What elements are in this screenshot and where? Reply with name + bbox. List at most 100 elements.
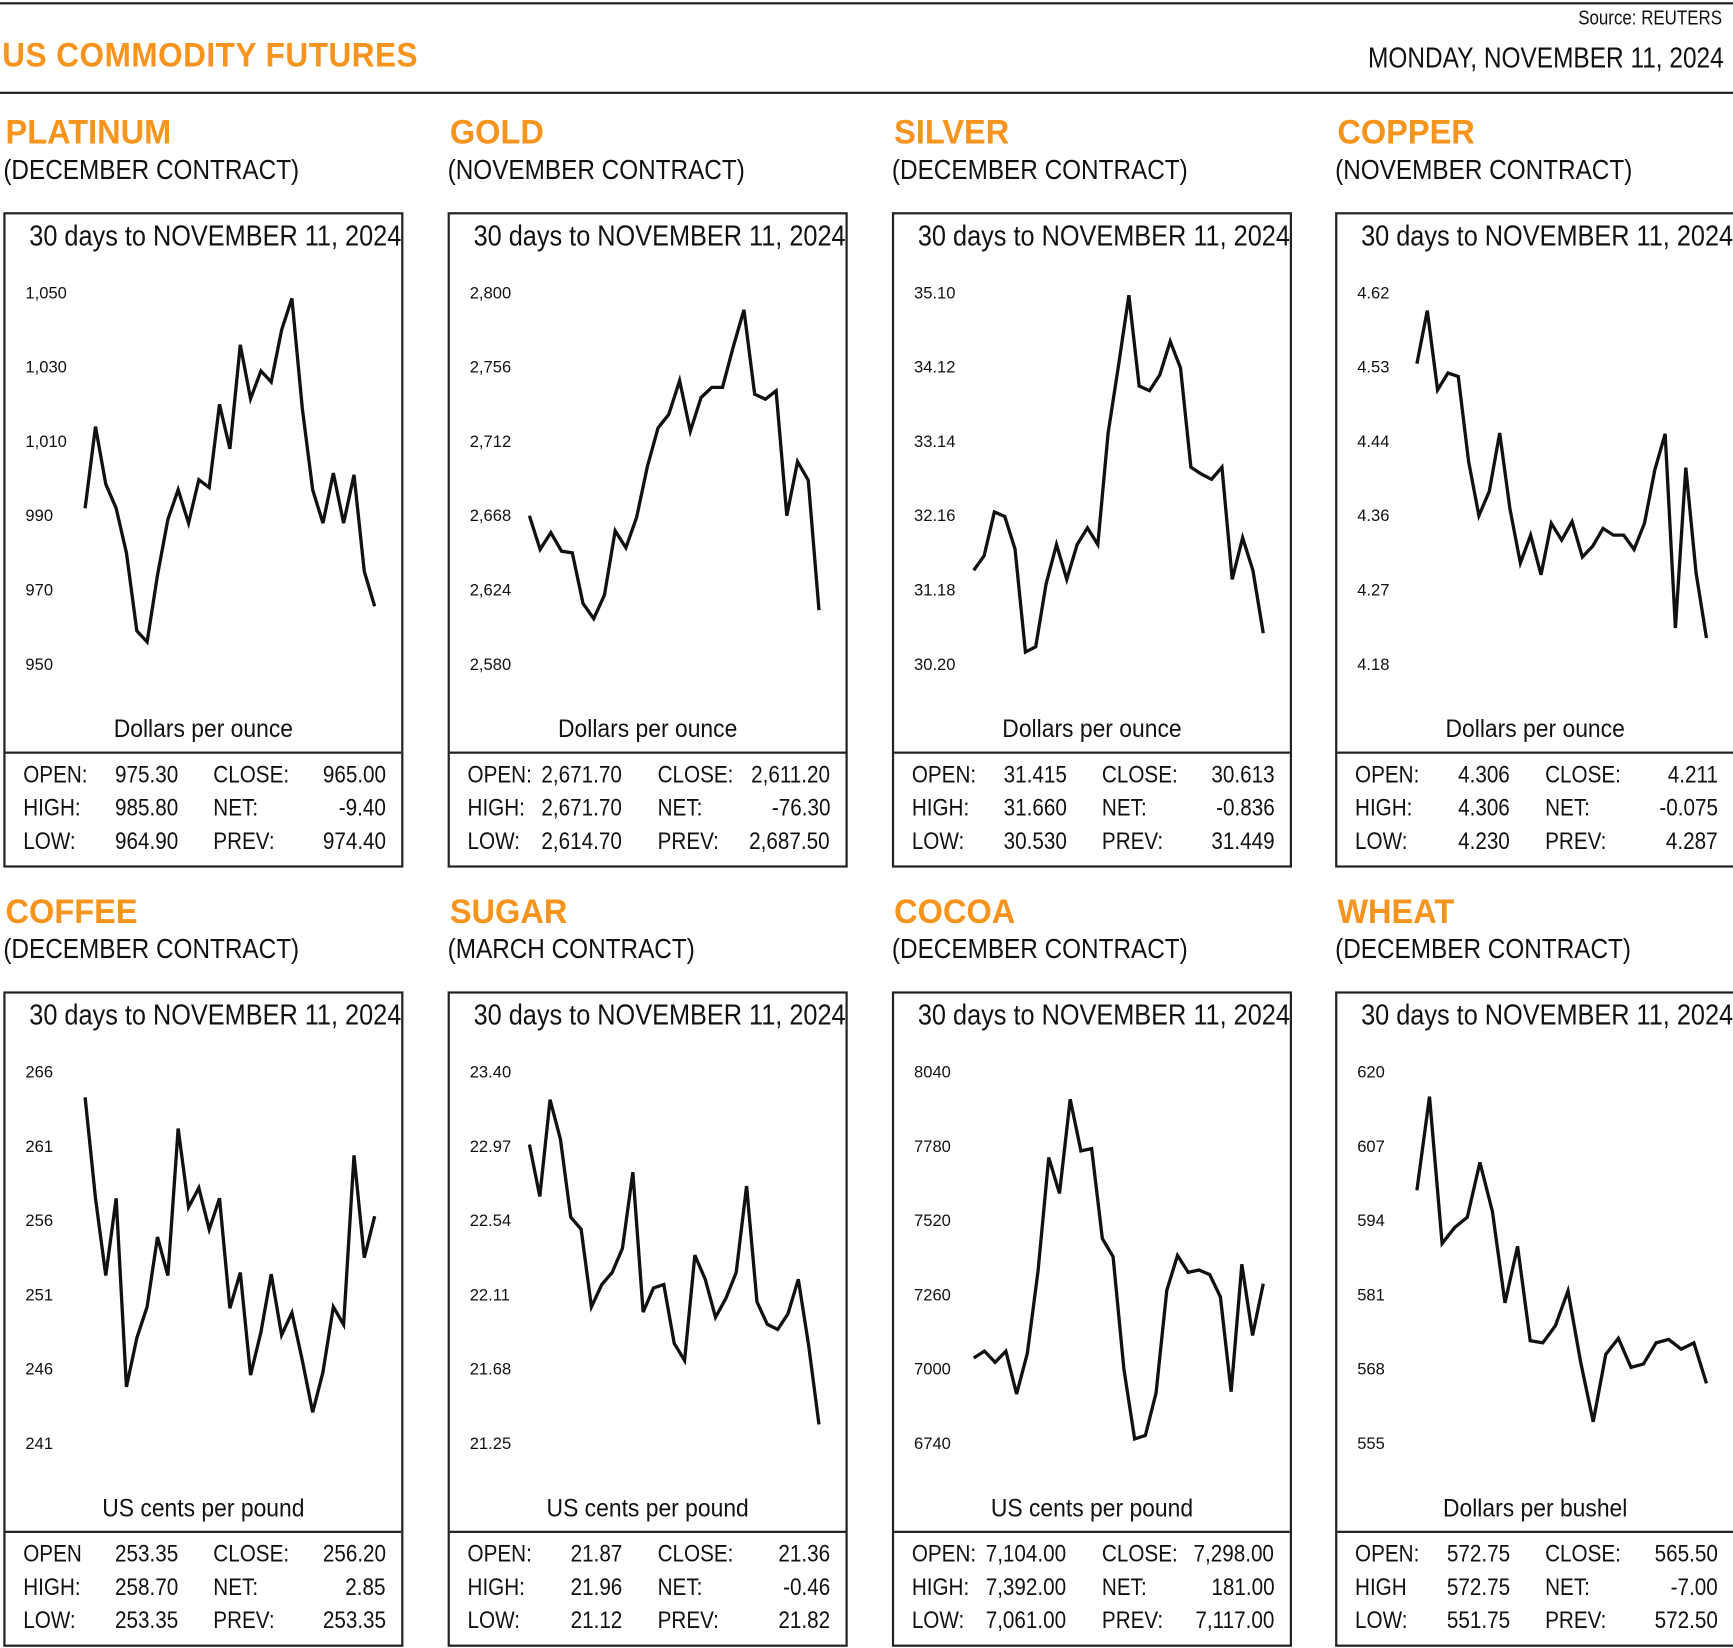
stat-label: OPEN:	[23, 760, 88, 789]
unit-label: Dollars per ounce	[113, 713, 294, 743]
chart-title: 30 days to NOVEMBER 11, 2024	[29, 218, 402, 252]
commodity-name: COCOA	[894, 891, 1016, 931]
contract-label: (NOVEMBER CONTRACT)	[1335, 154, 1633, 186]
unit-label: Dollars per ounce	[558, 713, 738, 743]
source-credit: Source: REUTERS	[1578, 6, 1722, 29]
y-tick-label: 1,010	[25, 432, 66, 451]
date-label: MONDAY, NOVEMBER 11, 2024	[1368, 40, 1725, 75]
y-tick-label: 2,800	[470, 283, 511, 302]
stat-label: PREV:	[657, 826, 719, 855]
stat-value: 2,687.50	[749, 826, 831, 855]
y-tick-label: 568	[1357, 1360, 1385, 1379]
stat-label: PREV:	[1101, 1605, 1164, 1634]
stat-value: 551.75	[1446, 1605, 1510, 1634]
stat-label: OPEN	[23, 1539, 82, 1568]
chart-title: 30 days to NOVEMBER 11, 2024	[473, 218, 846, 252]
y-tick-label: 990	[25, 506, 53, 525]
stat-label: LOW:	[23, 1605, 76, 1634]
unit-label: US cents per pound	[546, 1493, 749, 1522]
stat-label: HIGH:	[1355, 793, 1413, 822]
stat-value: 7,061.00	[986, 1605, 1067, 1634]
stat-value: 572.75	[1446, 1539, 1510, 1568]
stat-value: 253.35	[114, 1605, 178, 1634]
stat-label: NET:	[1101, 1572, 1147, 1601]
stat-label: OPEN:	[467, 760, 532, 789]
stat-value: 30.530	[1003, 826, 1067, 855]
price-line	[527, 1099, 821, 1425]
stat-value: 7,117.00	[1195, 1605, 1275, 1634]
stat-label: LOW:	[1355, 826, 1408, 855]
y-tick-label: 620	[1357, 1063, 1385, 1082]
y-tick-label: 581	[1357, 1285, 1385, 1304]
stat-label: NET:	[657, 1572, 703, 1601]
stat-label: CLOSE:	[657, 1539, 734, 1568]
stats-divider	[449, 1530, 846, 1533]
stat-value: 31.449	[1211, 826, 1275, 855]
stats-table: OPEN: 2,671.70 HIGH: 2,671.70 LOW: 2,614.70 CL…	[450, 756, 846, 861]
contract-label: (DECEMBER CONTRACT)	[891, 933, 1188, 965]
chart-box: 30 days to NOVEMBER 11, 2024 8040 7780 7520…	[891, 991, 1293, 1647]
stat-value: -0.836	[1215, 793, 1275, 822]
stat-label: CLOSE:	[213, 760, 290, 789]
stat-label: PREV:	[213, 1605, 275, 1634]
y-tick-label: 4.44	[1357, 432, 1389, 451]
y-tick-label: 2,580	[470, 655, 511, 674]
stat-label: NET:	[213, 1572, 259, 1601]
stat-label: CLOSE:	[1545, 760, 1621, 789]
price-line	[972, 1098, 1265, 1442]
stat-label: LOW:	[1355, 1605, 1408, 1634]
stat-label: OPEN:	[1355, 760, 1420, 789]
y-tick-label: 32.16	[914, 506, 955, 525]
stat-label: OPEN:	[1355, 1539, 1420, 1568]
stat-value: 964.90	[114, 826, 178, 855]
top-rule	[0, 2, 1733, 5]
stat-value: 21.12	[570, 1605, 623, 1634]
stat-value: 2,614.70	[541, 826, 623, 855]
commodity-name: PLATINUM	[5, 112, 172, 152]
stat-label: HIGH:	[467, 1572, 525, 1601]
y-tick-label: 246	[25, 1360, 53, 1379]
price-chart: 266 261 256 251 246 241	[25, 1063, 377, 1453]
chart-box: 30 days to NOVEMBER 11, 2024 266 261 256 251…	[3, 991, 404, 1647]
stat-value: 258.70	[114, 1572, 178, 1601]
chart-box: 30 days to NOVEMBER 11, 2024 4.62 4.53 4.44…	[1335, 212, 1733, 868]
chart-box: 30 days to NOVEMBER 11, 2024 35.10 34.12 33…	[891, 212, 1293, 868]
stat-value: 30.613	[1211, 760, 1275, 789]
stat-value: 975.30	[114, 760, 178, 789]
y-tick-label: 35.10	[914, 283, 955, 302]
y-tick-label: 970	[25, 580, 53, 599]
stat-value: -7.00	[1670, 1572, 1718, 1601]
stat-value: 253.35	[322, 1605, 386, 1634]
stat-label: PREV:	[1545, 1605, 1607, 1634]
stat-value: 21.36	[778, 1539, 831, 1568]
stats-divider	[894, 1530, 1290, 1533]
y-tick-label: 4.53	[1357, 358, 1389, 377]
commodity-name: SUGAR	[449, 891, 568, 931]
stats-table: OPEN: 21.87 HIGH: 21.96 LOW: 21.12 CLOSE: 21.36…	[450, 1535, 846, 1640]
stat-label: PREV:	[657, 1605, 719, 1634]
contract-label: (MARCH CONTRACT)	[447, 933, 695, 965]
price-line	[1415, 310, 1709, 639]
price-line	[1415, 1096, 1709, 1423]
contract-label: (NOVEMBER CONTRACT)	[447, 154, 745, 186]
stats-divider	[894, 751, 1290, 754]
y-tick-label: 22.11	[470, 1285, 510, 1304]
y-tick-label: 256	[25, 1211, 53, 1230]
stat-value: 7,104.00	[986, 1539, 1067, 1568]
y-tick-label: 23.40	[470, 1063, 511, 1082]
unit-label: US cents per pound	[990, 1493, 1194, 1522]
commodity-name: GOLD	[449, 112, 544, 152]
stat-label: PREV:	[213, 826, 275, 855]
stats-table: OPEN: 572.75 HIGH 572.75 LOW: 551.75 CLOSE: 565…	[1337, 1535, 1733, 1640]
y-tick-label: 266	[25, 1063, 53, 1082]
y-tick-label: 4.36	[1357, 506, 1389, 525]
price-chart: 35.10 34.12 33.14 32.16 31.18 30.20	[914, 283, 1265, 674]
stat-value: 4.211	[1667, 760, 1718, 789]
stat-value: 21.82	[778, 1605, 831, 1634]
stat-label: NET:	[1545, 1572, 1590, 1601]
stat-value: -9.40	[338, 793, 386, 822]
y-tick-label: 1,050	[25, 283, 66, 302]
stat-value: 965.00	[322, 760, 386, 789]
stat-value: 7,392.00	[986, 1572, 1067, 1601]
